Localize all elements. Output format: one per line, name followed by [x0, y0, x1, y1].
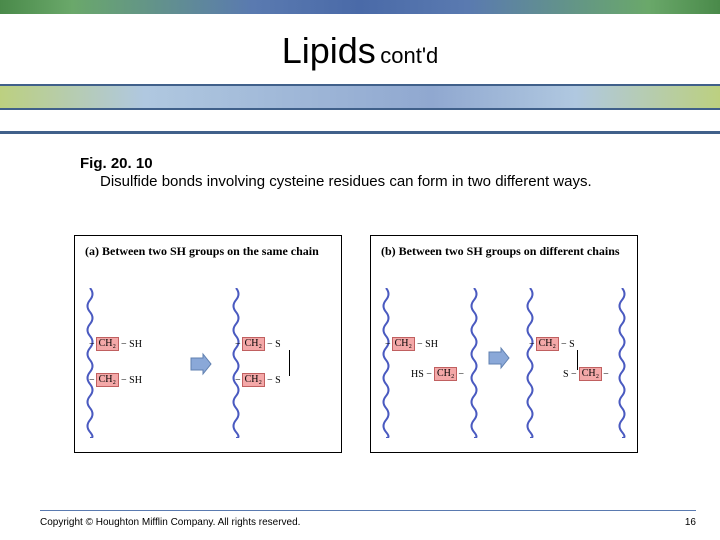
formula-box: CH₂: [392, 337, 415, 351]
suffix: −: [457, 369, 464, 380]
chain-wavy: [85, 288, 95, 438]
disulfide-bond: [577, 350, 578, 370]
reaction-arrow-icon: [189, 352, 213, 376]
formula-box: CH₂: [96, 373, 119, 387]
slide-header: Lipids cont'd: [0, 14, 720, 134]
sidechain: − CH₂ − S: [235, 372, 281, 388]
formula-tail: − SH: [119, 339, 142, 350]
slide-title: Lipids cont'd: [0, 30, 720, 72]
sidechain: − CH₂ − S: [235, 336, 281, 352]
sidechain: − CH₂ − S: [529, 336, 575, 352]
prefix: −: [385, 339, 392, 350]
sidechain: − CH₂ − SH: [89, 372, 142, 388]
header-stripe: [0, 84, 720, 110]
formula-tail: − S: [265, 339, 281, 350]
panel-b-diagram: − CH₂ − SH HS − CH₂ − −: [377, 294, 631, 442]
formula-box: CH₂: [536, 337, 559, 351]
disulfide-bond: [289, 350, 290, 376]
panel-a: (a) Between two SH groups on the same ch…: [74, 235, 342, 453]
prefix: HS −: [409, 369, 434, 380]
chain-wavy: [381, 288, 391, 438]
page-number: 16: [685, 517, 696, 528]
formula-box: CH₂: [96, 337, 119, 351]
title-sub: cont'd: [380, 43, 438, 68]
chain-wavy: [617, 288, 627, 438]
sidechain: − CH₂ − SH: [89, 336, 142, 352]
sidechain: S − CH₂ −: [561, 366, 609, 382]
formula-tail: − S: [559, 339, 575, 350]
formula-tail: − SH: [415, 339, 438, 350]
prefix: −: [529, 339, 536, 350]
formula-box: CH₂: [242, 337, 265, 351]
panel-b-title: (b) Between two SH groups on different c…: [381, 244, 627, 260]
reaction-arrow-icon: [487, 346, 511, 370]
figure-caption-block: Fig. 20. 10 Disulfide bonds involving cy…: [80, 155, 680, 192]
chain-wavy: [525, 288, 535, 438]
top-gradient-border: [0, 0, 720, 14]
copyright-text: Copyright © Houghton Mifflin Company. Al…: [40, 517, 300, 528]
formula-tail: − S: [265, 375, 281, 386]
slide-footer: Copyright © Houghton Mifflin Company. Al…: [40, 510, 696, 528]
figure-panels: (a) Between two SH groups on the same ch…: [74, 235, 638, 453]
sidechain: HS − CH₂ −: [409, 366, 464, 382]
formula-box: CH₂: [434, 367, 457, 381]
formula-box: CH₂: [579, 367, 602, 381]
prefix: S −: [561, 369, 579, 380]
title-main: Lipids: [282, 30, 376, 71]
sidechain: − CH₂ − SH: [385, 336, 438, 352]
panel-b: (b) Between two SH groups on different c…: [370, 235, 638, 453]
panel-a-diagram: − CH₂ − SH − CH₂ − SH − CH₂ − S: [81, 294, 335, 442]
figure-caption: Disulfide bonds involving cysteine resid…: [100, 172, 680, 192]
panel-a-title: (a) Between two SH groups on the same ch…: [85, 244, 331, 260]
chain-wavy: [231, 288, 241, 438]
formula-tail: − SH: [119, 375, 142, 386]
suffix: −: [602, 369, 609, 380]
chain-wavy: [469, 288, 479, 438]
figure-label: Fig. 20. 10: [80, 155, 680, 172]
formula-box: CH₂: [242, 373, 265, 387]
